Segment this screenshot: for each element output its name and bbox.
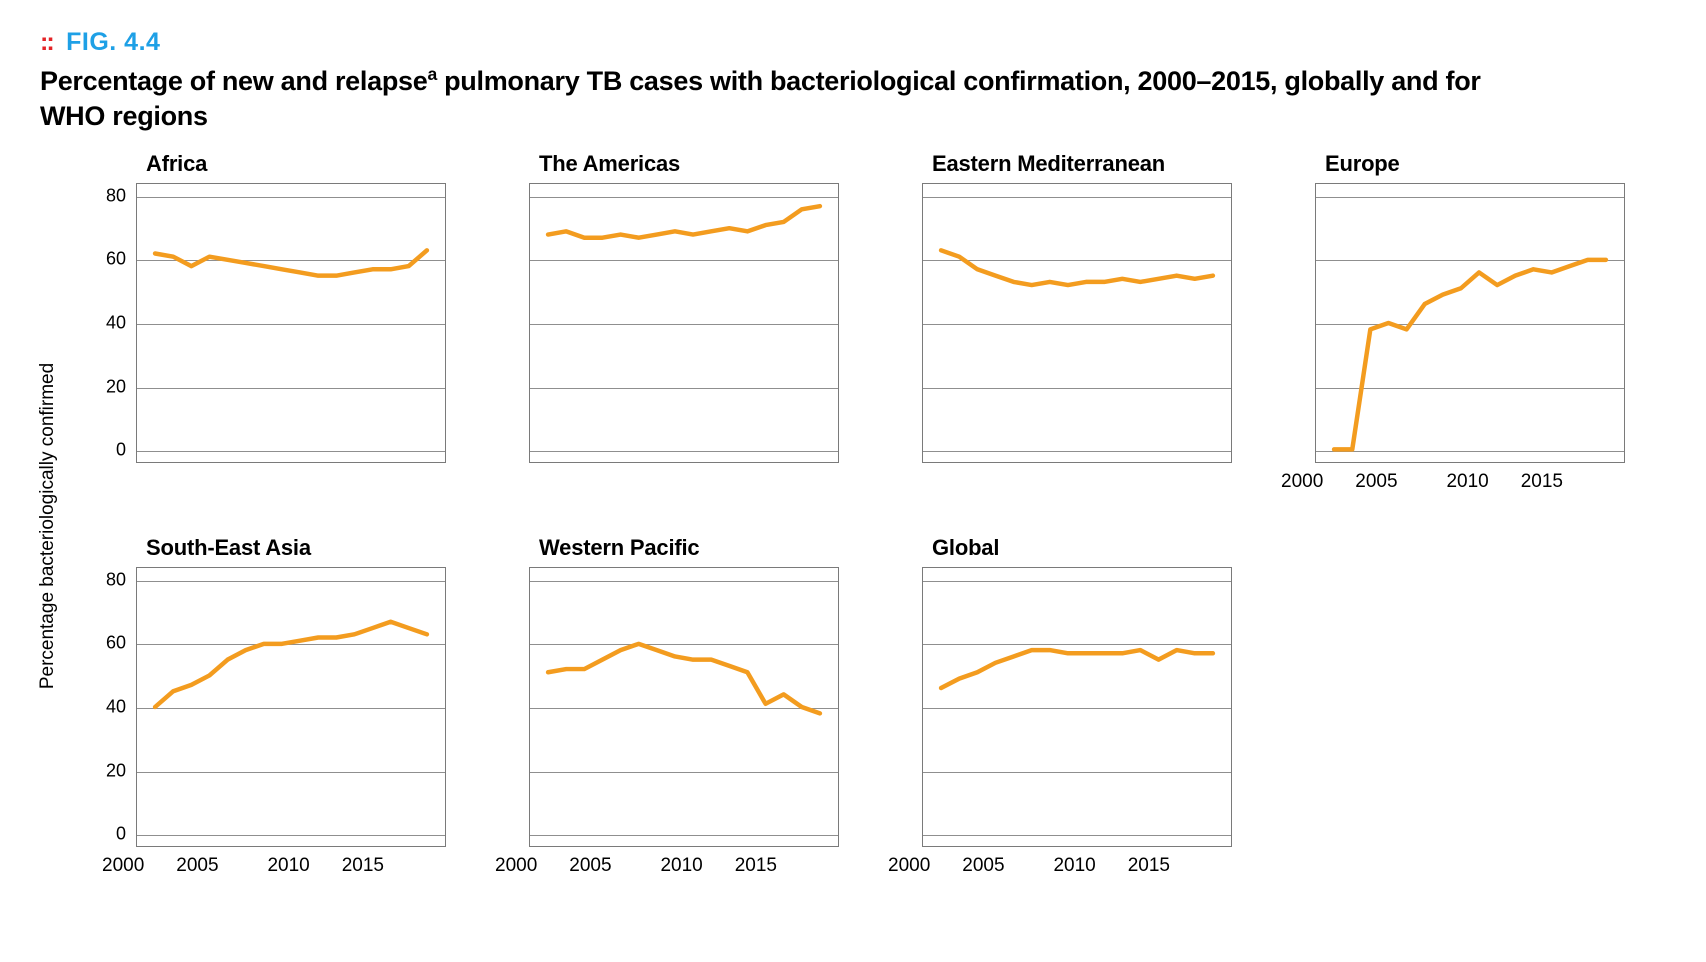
panel-body	[1267, 183, 1632, 463]
y-tick-label: 40	[106, 313, 126, 334]
y-tick-labels	[874, 567, 922, 847]
plot-box	[136, 183, 446, 463]
line-chart	[530, 568, 838, 846]
y-tick-label: 40	[106, 697, 126, 718]
plot-box	[1315, 183, 1625, 463]
y-tick-label: 80	[106, 569, 126, 590]
panel-europe: Europe 2000200520102015	[1267, 151, 1632, 495]
x-tick-labels: 2000200520102015	[1267, 471, 1632, 495]
panel-body: 0 20 40 60 80	[88, 567, 453, 847]
panel-body	[481, 183, 846, 463]
panel-title: Global	[874, 535, 1239, 561]
plot-box	[136, 567, 446, 847]
figure-label-dots: ::	[40, 28, 53, 56]
panel-body	[874, 183, 1239, 463]
y-tick-labels	[1267, 183, 1315, 463]
plot-box	[922, 567, 1232, 847]
line-chart	[530, 184, 838, 462]
figure-page: :: FIG. 4.4 Percentage of new and relaps…	[0, 0, 1706, 962]
figure-label: :: FIG. 4.4	[40, 28, 1666, 57]
x-tick-labels: 2000200520102015	[88, 855, 453, 879]
y-tick-label: 0	[116, 440, 126, 461]
panel-africa: Africa 0 20 40 60 80	[88, 151, 453, 495]
y-tick-label: 20	[106, 376, 126, 397]
y-axis-label: Percentage bacteriologically confirmed	[37, 363, 59, 689]
panel-title: Eastern Mediterranean	[874, 151, 1239, 177]
y-tick-label: 60	[106, 633, 126, 654]
panel-body	[481, 567, 846, 847]
panel-global: Global 2000200520102015	[874, 535, 1239, 879]
chart-area: Percentage bacteriologically confirmed A…	[40, 151, 1666, 879]
data-line	[155, 250, 427, 275]
y-tick-labels	[874, 183, 922, 463]
line-chart	[137, 568, 445, 846]
data-line	[548, 644, 820, 713]
plot-box	[529, 567, 839, 847]
y-tick-label: 80	[106, 185, 126, 206]
line-chart	[923, 568, 1231, 846]
panel-grid: Africa 0 20 40 60 80 The Americas Eastern Medit…	[88, 151, 1632, 879]
figure-label-text: FIG. 4.4	[66, 28, 160, 56]
data-line	[548, 206, 820, 238]
data-line	[1334, 260, 1606, 450]
panel-emed: Eastern Mediterranean	[874, 151, 1239, 495]
panel-body: 0 20 40 60 80	[88, 183, 453, 463]
panel-title: South-East Asia	[88, 535, 453, 561]
panel-title: Africa	[88, 151, 453, 177]
panel-title: Western Pacific	[481, 535, 846, 561]
data-line	[941, 650, 1213, 688]
y-tick-label: 20	[106, 760, 126, 781]
y-tick-label: 60	[106, 249, 126, 270]
panel-title: The Americas	[481, 151, 846, 177]
y-tick-labels: 0 20 40 60 80	[88, 567, 136, 847]
y-axis-label-wrap: Percentage bacteriologically confirmed	[40, 151, 88, 879]
line-chart	[1316, 184, 1624, 462]
data-line	[155, 622, 427, 707]
figure-title: Percentage of new and relapsea pulmonary…	[40, 63, 1540, 133]
line-chart	[923, 184, 1231, 462]
panel-title: Europe	[1267, 151, 1632, 177]
panel-wpac: Western Pacific 2000200520102015	[481, 535, 846, 879]
panel-sea: South-East Asia 0 20 40 60 80 2000200520102015	[88, 535, 453, 879]
y-tick-labels	[481, 183, 529, 463]
plot-box	[529, 183, 839, 463]
y-tick-labels	[481, 567, 529, 847]
y-tick-label: 0	[116, 824, 126, 845]
data-line	[941, 250, 1213, 285]
plot-box	[922, 183, 1232, 463]
line-chart	[137, 184, 445, 462]
panel-americas: The Americas	[481, 151, 846, 495]
panel-body	[874, 567, 1239, 847]
x-tick-labels: 2000200520102015	[481, 855, 846, 879]
y-tick-labels: 0 20 40 60 80	[88, 183, 136, 463]
x-tick-labels: 2000200520102015	[874, 855, 1239, 879]
